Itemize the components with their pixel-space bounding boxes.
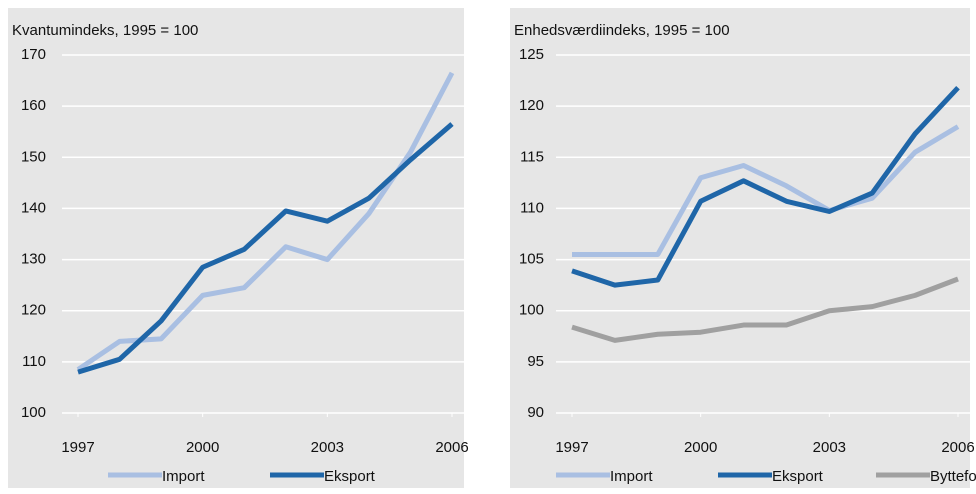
x-tick-label: 1997 <box>61 439 94 456</box>
x-tick-label: 2000 <box>186 439 219 456</box>
x-tick-label: 2003 <box>813 439 846 456</box>
series-line <box>571 86 960 288</box>
y-tick-label: 110 <box>22 353 46 370</box>
y-tick-label: 100 <box>21 404 46 421</box>
y-tick-label: 170 <box>21 46 46 63</box>
y-tick-label: 150 <box>21 148 46 165</box>
y-tick-label: 110 <box>520 199 544 216</box>
y-tick-label: 140 <box>21 199 46 216</box>
x-tick-label: 2006 <box>435 439 468 456</box>
y-tick-label: 95 <box>527 353 544 370</box>
y-tick-label: 160 <box>21 97 46 114</box>
x-tick-label: 2003 <box>311 439 344 456</box>
y-tick-label: 125 <box>519 46 544 63</box>
chart-title: Enhedsværdiindeks, 1995 = 100 <box>514 22 730 39</box>
x-tick-label: 2000 <box>684 439 717 456</box>
legend-label: Import <box>610 468 653 485</box>
y-tick-label: 100 <box>519 302 544 319</box>
y-tick-label: 130 <box>21 251 46 268</box>
legend-label: Import <box>162 468 205 485</box>
y-tick-label: 120 <box>519 97 544 114</box>
x-tick-label: 2006 <box>941 439 974 456</box>
panel-background <box>510 8 970 488</box>
legend-label: Bytteforhold <box>930 468 976 485</box>
y-tick-label: 115 <box>520 148 544 165</box>
series-line <box>572 124 960 257</box>
legend-label: Eksport <box>324 468 376 485</box>
chart-title: Kvantumindeks, 1995 = 100 <box>12 22 198 39</box>
panel-background <box>8 8 464 488</box>
y-tick-label: 90 <box>527 404 544 421</box>
series-line <box>571 276 959 343</box>
y-tick-label: 120 <box>21 302 46 319</box>
x-tick-label: 1997 <box>555 439 588 456</box>
series-line <box>77 122 454 375</box>
legend-label: Eksport <box>772 468 824 485</box>
y-tick-label: 105 <box>519 251 544 268</box>
